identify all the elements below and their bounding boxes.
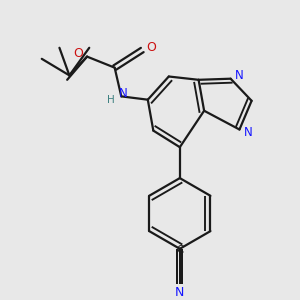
Text: N: N <box>244 126 253 139</box>
Text: O: O <box>146 41 156 54</box>
Text: C: C <box>176 245 184 255</box>
Text: H: H <box>107 95 115 105</box>
Text: N: N <box>235 69 244 82</box>
Text: O: O <box>73 47 83 60</box>
Text: N: N <box>175 286 184 299</box>
Text: N: N <box>119 87 128 100</box>
